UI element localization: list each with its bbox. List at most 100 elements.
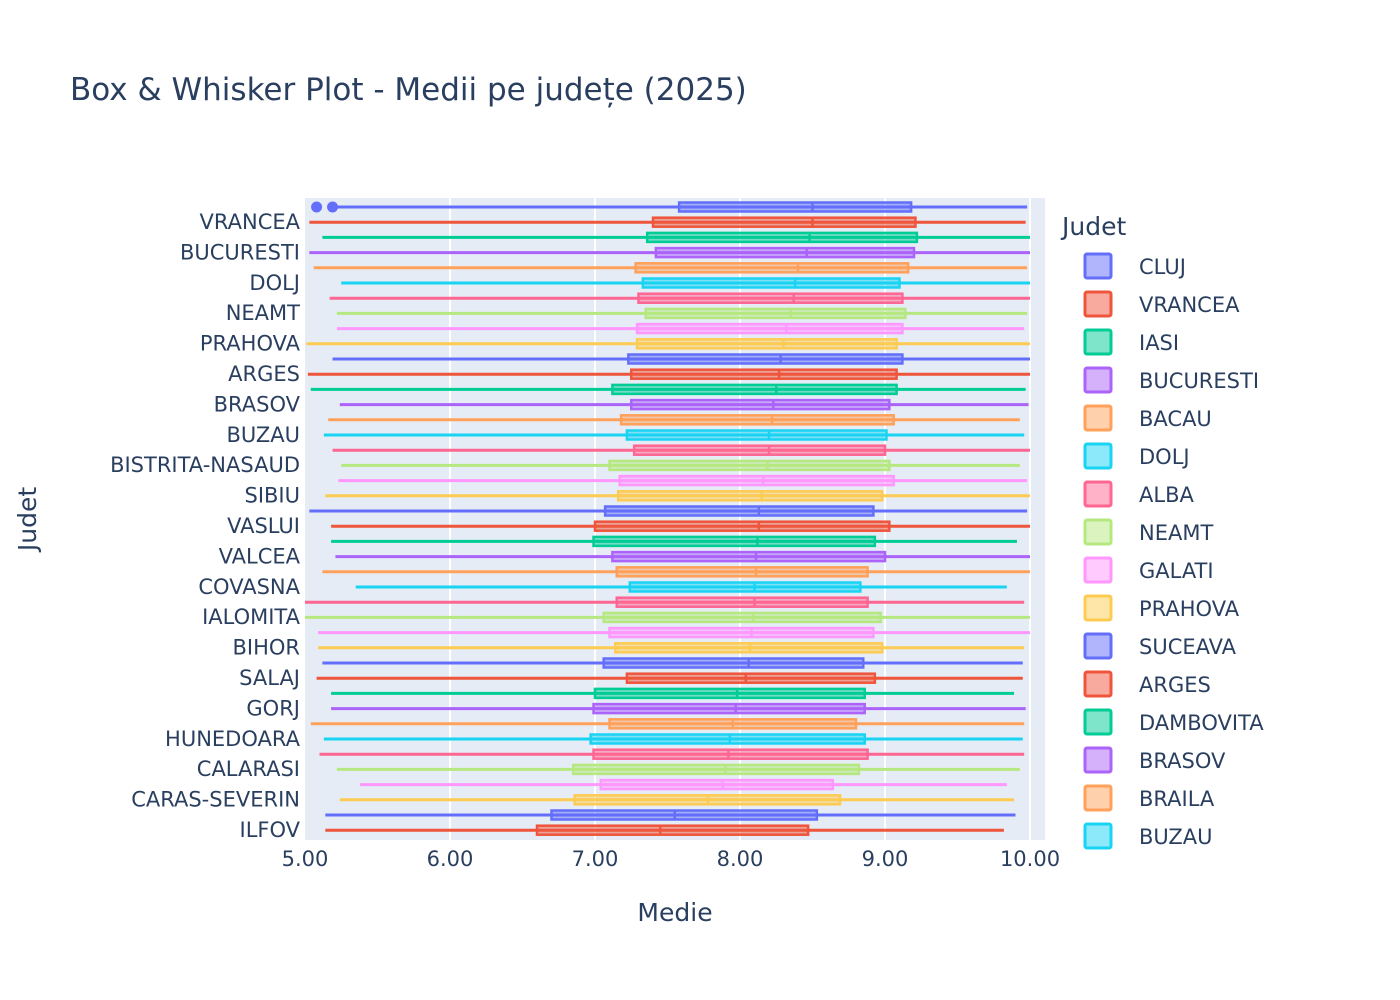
box-trace[interactable] — [309, 216, 1026, 228]
box-trace[interactable] — [331, 535, 1017, 548]
legend-item[interactable]: PRAHOVA — [1083, 594, 1240, 622]
box-trace[interactable] — [341, 459, 1020, 472]
box-iqr — [572, 763, 861, 776]
legend-items[interactable]: CLUJ VRANCEA IASI BUCURESTI BACAU DOLJ ALBA NEA… — [1083, 252, 1264, 850]
box-trace[interactable] — [323, 733, 1023, 745]
box-trace[interactable] — [336, 322, 1025, 335]
y-tick-label: HUNEDOARA — [165, 727, 301, 751]
box-trace[interactable] — [325, 809, 1016, 821]
box-iqr — [599, 778, 835, 791]
box-trace[interactable] — [318, 626, 1030, 639]
box-iqr — [637, 292, 904, 304]
box-iqr — [645, 231, 919, 244]
box-trace[interactable] — [316, 672, 1023, 684]
y-tick-label: BISTRITA-NASAUD — [110, 453, 300, 477]
legend-swatch — [1083, 822, 1113, 850]
box-trace[interactable] — [332, 353, 1030, 365]
legend-swatch — [1083, 366, 1113, 394]
x-gridlines — [449, 198, 1031, 840]
legend-item[interactable]: GALATI — [1083, 556, 1214, 584]
legend-label: DAMBOVITA — [1139, 711, 1264, 735]
legend-item[interactable]: CLUJ — [1083, 252, 1186, 280]
y-tick-label: CARAS-SEVERIN — [131, 788, 300, 812]
legend[interactable]: Judet CLUJ VRANCEA IASI BUCURESTI BACAU DOLJ A… — [1060, 212, 1264, 850]
box-trace[interactable] — [360, 778, 1007, 791]
legend-item[interactable]: BUCURESTI — [1083, 366, 1259, 394]
box-iqr — [628, 581, 862, 593]
legend-label: BACAU — [1139, 407, 1212, 431]
box-trace[interactable] — [318, 642, 1025, 654]
box-trace[interactable] — [339, 398, 1029, 411]
box-trace[interactable] — [322, 657, 1023, 669]
legend-item[interactable]: BACAU — [1083, 404, 1212, 432]
box-trace[interactable] — [355, 581, 1007, 593]
box-trace[interactable] — [338, 474, 1028, 487]
box-trace[interactable] — [336, 763, 1020, 776]
box-trace[interactable] — [319, 748, 1025, 760]
x-tick-label: 10.00 — [1000, 847, 1060, 871]
box-trace[interactable] — [325, 824, 1004, 836]
legend-item[interactable]: BRAILA — [1083, 784, 1215, 812]
y-tick-label: NEAMT — [226, 301, 300, 325]
y-axis-title: Judet — [13, 487, 42, 553]
box-trace[interactable] — [309, 246, 1030, 259]
box-trace[interactable] — [310, 383, 1026, 396]
y-tick-label: BRASOV — [214, 392, 301, 416]
box-trace[interactable] — [341, 277, 1030, 289]
legend-swatch — [1083, 480, 1113, 508]
y-tick-label: IALOMITA — [202, 605, 301, 629]
legend-label: BUCURESTI — [1139, 369, 1259, 393]
box-trace[interactable] — [313, 262, 1028, 274]
box-trace[interactable] — [339, 794, 1015, 806]
box-iqr — [550, 809, 819, 821]
box-trace[interactable] — [336, 307, 1028, 320]
legend-item[interactable]: ARGES — [1083, 670, 1211, 698]
legend-label: ALBA — [1139, 483, 1194, 507]
box-trace[interactable] — [335, 550, 1030, 563]
legend-item[interactable]: NEAMT — [1083, 518, 1213, 546]
legend-item[interactable]: IASI — [1083, 328, 1179, 356]
legend-item[interactable]: BUZAU — [1083, 822, 1213, 850]
legend-swatch — [1083, 556, 1113, 584]
chart-title: Box & Whisker Plot - Medii pe județe (20… — [70, 72, 747, 108]
box-trace[interactable] — [331, 520, 1030, 532]
box-trace[interactable] — [322, 566, 1030, 578]
legend-item[interactable]: BRASOV — [1083, 746, 1226, 774]
plot-area — [305, 198, 1045, 840]
legend-title: Judet — [1060, 212, 1126, 241]
box-trace[interactable] — [325, 490, 1030, 502]
legend-label: VRANCEA — [1139, 293, 1240, 317]
box-trace[interactable] — [332, 444, 1030, 456]
box-trace[interactable] — [323, 429, 1025, 441]
box-trace[interactable] — [331, 687, 1015, 700]
box-trace[interactable] — [306, 338, 1030, 350]
box-iqr — [535, 824, 810, 836]
box-iqr — [592, 702, 866, 715]
box-iqr — [611, 383, 898, 396]
legend-item[interactable]: ALBA — [1083, 480, 1194, 508]
legend-label: DOLJ — [1139, 445, 1190, 469]
legend-item[interactable]: SUCEAVA — [1083, 632, 1237, 660]
legend-item[interactable]: DAMBOVITA — [1083, 708, 1264, 736]
legend-item[interactable]: VRANCEA — [1083, 290, 1240, 318]
box-iqr — [618, 474, 895, 487]
legend-label: NEAMT — [1139, 521, 1213, 545]
box-trace[interactable] — [331, 702, 1026, 715]
box-trace[interactable] — [307, 368, 1030, 380]
legend-item[interactable]: DOLJ — [1083, 442, 1190, 470]
box-trace[interactable] — [310, 718, 1025, 730]
y-tick-label: VALCEA — [219, 544, 301, 568]
box-iqr — [619, 414, 895, 426]
box-iqr — [592, 535, 877, 548]
box-trace[interactable] — [322, 231, 1030, 244]
box-iqr — [603, 505, 875, 517]
box-trace[interactable] — [328, 414, 1020, 426]
box-trace[interactable] — [305, 611, 1030, 624]
box-trace[interactable] — [329, 292, 1030, 304]
box-trace[interactable] — [305, 596, 1025, 608]
box-iqr — [654, 246, 916, 259]
box-trace[interactable] — [311, 201, 1028, 213]
x-axis-title: Medie — [637, 898, 712, 927]
box-trace[interactable] — [309, 505, 1028, 517]
legend-swatch — [1083, 518, 1113, 546]
